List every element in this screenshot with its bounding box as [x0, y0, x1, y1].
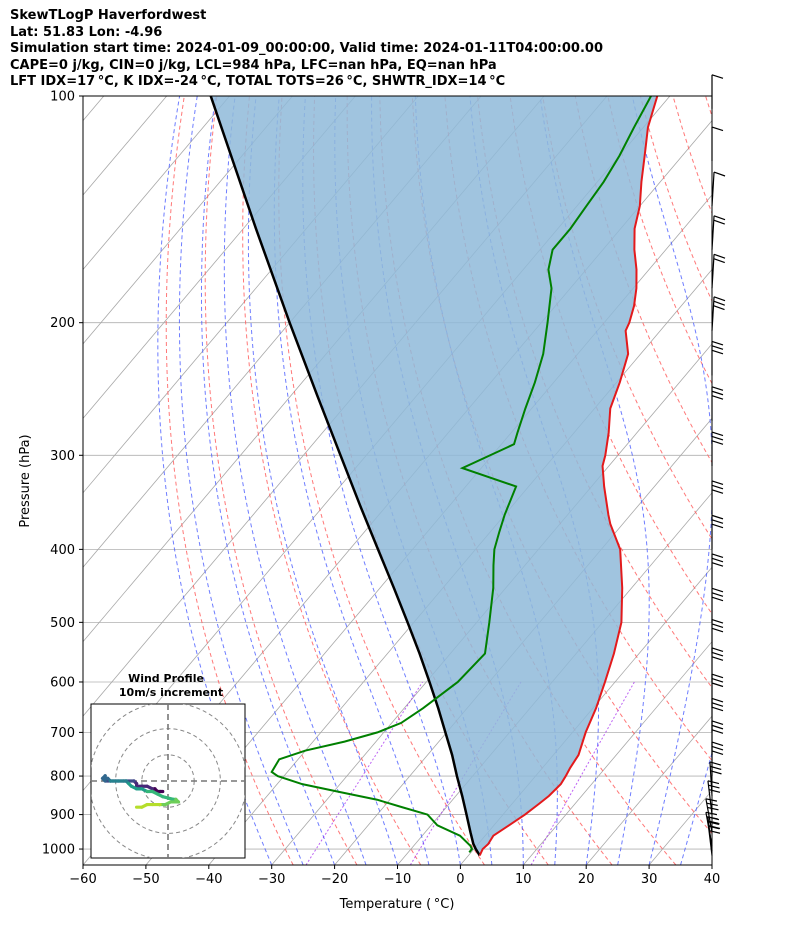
- dry-adiabat-line: [771, 96, 794, 865]
- dry-adiabat-line: [242, 96, 422, 865]
- isotherm-line: [585, 715, 712, 865]
- wind-barb: [711, 618, 724, 654]
- dry-adiabat-line: [476, 96, 712, 689]
- hodograph-title-line2: 10m/s increment: [119, 686, 223, 699]
- moist-adiabat-line: [680, 751, 712, 865]
- wind-barb: [711, 171, 726, 207]
- wind-barb: [711, 126, 724, 162]
- dry-adiabat-line: [639, 96, 712, 303]
- isotherm-line: [83, 96, 230, 271]
- title-indices-lft: LFT IDX=17 °C, K IDX=-24 °C, TOTAL TOTS=…: [10, 74, 506, 89]
- dry-adiabat-line: [165, 96, 294, 865]
- moist-adiabat-line: [631, 96, 712, 865]
- title-indices-cape: CAPE=0 j/kg, CIN=0 j/kg, LCL=984 hPa, LF…: [10, 57, 497, 73]
- hodograph-title-line1: Wind Profile: [128, 672, 204, 685]
- moist-adiabat-line: [539, 96, 650, 865]
- wind-barb: [711, 514, 724, 550]
- wind-barb: [711, 553, 724, 588]
- mixing-ratio-line: [305, 681, 423, 865]
- hodograph-inset: Wind Profile 10m/s increment: [90, 672, 246, 859]
- x-tick-label: −40: [195, 872, 222, 887]
- x-tick-label: 20: [578, 872, 595, 887]
- x-tick-label: −60: [69, 872, 96, 887]
- dry-adiabat-line: [574, 96, 712, 464]
- profile-series: [209, 96, 659, 857]
- wind-barb: [711, 296, 726, 331]
- x-tick-label: −20: [321, 872, 348, 887]
- y-tick-label: 600: [50, 675, 75, 690]
- x-tick-label: −10: [384, 872, 411, 887]
- title-station: SkewTLogP Haverfordwest: [10, 8, 207, 23]
- x-tick-label: 0: [456, 872, 464, 887]
- mixing-ratio-line: [530, 681, 635, 865]
- isotherm-line: [83, 96, 293, 345]
- wind-barb: [711, 741, 724, 777]
- isotherm-line: [334, 417, 712, 865]
- y-tick-label: 300: [50, 449, 75, 464]
- isotherm-line: [522, 641, 712, 865]
- y-tick-label: 200: [50, 316, 75, 331]
- wind-barb: [711, 74, 724, 109]
- y-tick-label: 900: [50, 808, 75, 823]
- x-tick-label: −50: [132, 872, 159, 887]
- wind-barb: [711, 386, 724, 421]
- x-axis-ticks: −60 −50 −40 −30 −20 −10 0 10 20 30 40: [69, 865, 720, 887]
- wind-barb: [705, 811, 719, 846]
- wind-barb: [705, 798, 719, 833]
- x-tick-label: 30: [641, 872, 658, 887]
- wind-barb: [711, 215, 726, 250]
- chart-title-block: SkewTLogP Haverfordwest Lat: 51.83 Lon: …: [10, 8, 603, 91]
- y-tick-label: 700: [50, 726, 75, 741]
- dry-adiabat-line: [278, 96, 485, 865]
- isotherm-line: [711, 864, 712, 865]
- isotherm-line: [775, 96, 794, 865]
- x-tick-label: −30: [258, 872, 285, 887]
- wind-barb: [711, 647, 724, 682]
- y-tick-label: 100: [50, 90, 75, 105]
- wind-barb: [711, 253, 726, 289]
- isotherm-line: [83, 96, 105, 122]
- x-tick-label: 10: [515, 872, 532, 887]
- moist-adiabat-line: [178, 96, 304, 865]
- dry-adiabat-line: [738, 96, 794, 865]
- hodograph-segment: [161, 795, 175, 801]
- isotherm-line: [83, 96, 356, 419]
- wind-barb: [711, 431, 724, 467]
- dry-adiabat-line: [672, 96, 712, 215]
- moist-adiabat-line: [247, 96, 398, 865]
- y-tick-label: 1000: [42, 843, 75, 858]
- moist-adiabat-line: [200, 96, 336, 865]
- moist-adiabat-line: [223, 96, 367, 865]
- moist-adiabat-line: [711, 863, 712, 865]
- title-times: Simulation start time: 2024-01-09_00:00:…: [10, 41, 603, 56]
- dewpoint-profile-line: [270, 96, 652, 853]
- dry-adiabat-line: [346, 96, 613, 865]
- cin-shaded-area: [210, 96, 658, 856]
- x-axis-label: Temperature ( °C): [339, 897, 455, 912]
- wind-barb: [711, 340, 724, 376]
- y-tick-label: 500: [50, 616, 75, 631]
- dry-adiabat-line: [542, 96, 712, 540]
- x-tick-label: 40: [704, 872, 721, 887]
- y-axis-ticks: 1000 900 800 700 600 500 400 300 200 100: [42, 90, 83, 858]
- y-tick-label: 800: [50, 770, 75, 785]
- cape-cin-shading: [210, 96, 658, 856]
- wind-barb: [711, 587, 724, 623]
- parcel-profile-line: [209, 96, 481, 857]
- moist-adiabat-line: [157, 96, 273, 865]
- wind-barbs: [705, 74, 726, 856]
- dry-adiabat-line: [705, 96, 712, 118]
- y-axis-label: Pressure (hPa): [18, 434, 33, 527]
- wind-barb: [711, 480, 724, 515]
- wind-barb: [707, 780, 721, 815]
- dry-adiabat-line: [204, 96, 358, 865]
- temperature-profile-line: [478, 96, 659, 856]
- y-tick-label: 400: [50, 543, 75, 558]
- title-latlon: Lat: 51.83 Lon: -4.96: [10, 24, 163, 40]
